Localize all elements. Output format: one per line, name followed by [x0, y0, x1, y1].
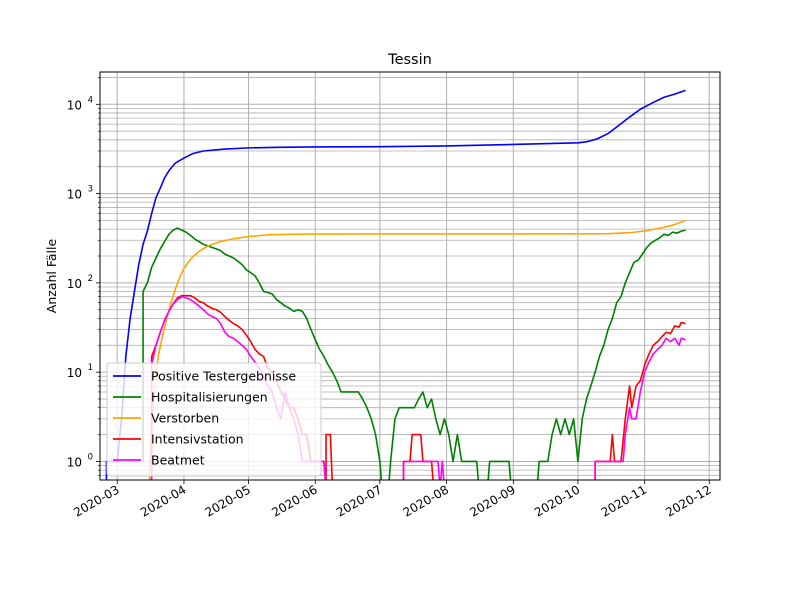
- plot-frame: [99, 71, 721, 481]
- y-tick-label: 10: [67, 98, 82, 112]
- y-tick-label: 10: [67, 188, 82, 202]
- y-tick-label: 10: [67, 366, 82, 380]
- y-tick-label-exponent: 1: [88, 363, 93, 373]
- y-tick-label-exponent: 3: [88, 185, 93, 195]
- y-axis-label: Anzahl Fälle: [44, 238, 59, 313]
- y-axis: 10 0 10 1 10 2 10 3 10 4: [67, 77, 100, 476]
- y-tick-label: 10: [67, 455, 82, 469]
- chart-title: Tessin: [387, 52, 432, 68]
- y-tick-label-exponent: 4: [88, 95, 93, 105]
- legend-box: [106, 362, 322, 477]
- legend-label: Beatmet: [151, 453, 205, 468]
- major-gridlines: [100, 72, 720, 480]
- legend-label: Hospitalisierungen: [151, 390, 268, 405]
- legend-label: Verstorben: [151, 411, 219, 426]
- y-tick-label-exponent: 2: [88, 274, 93, 284]
- legend: Positive Testergebnisse Hospitalisierunge…: [106, 362, 322, 477]
- series-line-2: [142, 227, 686, 480]
- y-tick-label-exponent: 0: [88, 452, 93, 462]
- y-tick-label: 10: [67, 277, 82, 291]
- legend-label: Positive Testergebnisse: [151, 369, 296, 384]
- legend-label: Intensivstation: [151, 432, 244, 447]
- series-line-1: [105, 89, 686, 480]
